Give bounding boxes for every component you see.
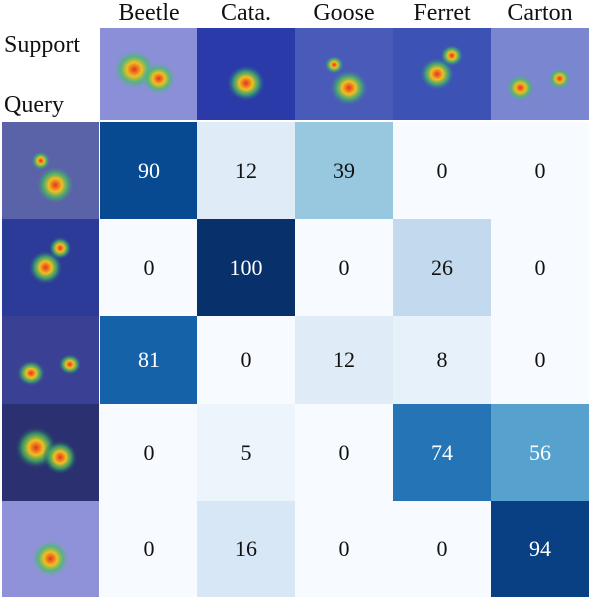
- carton-query-image: [2, 501, 99, 597]
- heatmap-cell: 0: [197, 316, 295, 404]
- query-label: Query: [4, 92, 64, 118]
- heatmap-cell: 0: [100, 404, 198, 501]
- heatmap-cell: 0: [491, 219, 589, 316]
- heatmap-cell: 94: [491, 501, 589, 597]
- ferret-support-image: [393, 28, 491, 120]
- heatmap-cell: 16: [197, 501, 295, 597]
- heatmap-cell: 74: [393, 404, 491, 501]
- beetle-query-image: [2, 122, 99, 219]
- column-header-goose: Goose: [313, 0, 375, 26]
- heatmap-cell: 81: [100, 316, 198, 404]
- catamaran-support-image: [197, 28, 295, 120]
- heatmap-cell: 0: [393, 122, 491, 219]
- beetle-support-image: [100, 28, 198, 120]
- goose-query-image: [2, 316, 99, 404]
- heatmap-cell: 100: [197, 219, 295, 316]
- column-header-cata: Cata.: [221, 0, 271, 26]
- heatmap-cell: 8: [393, 316, 491, 404]
- heatmap-cell: 90: [100, 122, 198, 219]
- heatmap-cell: 39: [295, 122, 393, 219]
- catamaran-query-image: [2, 219, 99, 316]
- heatmap-cell: 0: [295, 404, 393, 501]
- heatmap-cell: 0: [491, 316, 589, 404]
- heatmap-cell: 0: [491, 122, 589, 219]
- goose-support-image: [295, 28, 393, 120]
- ferret-query-image: [2, 404, 99, 501]
- heatmap-cell: 5: [197, 404, 295, 501]
- heatmap-cell: 12: [197, 122, 295, 219]
- heatmap-cell: 0: [295, 501, 393, 597]
- heatmap-cell: 12: [295, 316, 393, 404]
- heatmap-cell: 56: [491, 404, 589, 501]
- column-header-beetle: Beetle: [118, 0, 180, 26]
- heatmap-cell: 0: [100, 219, 198, 316]
- carton-support-image: [491, 28, 589, 120]
- column-header-carton: Carton: [507, 0, 573, 26]
- support-label: Support: [4, 32, 81, 58]
- heatmap-cell: 26: [393, 219, 491, 316]
- heatmap-cell: 0: [393, 501, 491, 597]
- heatmap-cell: 0: [295, 219, 393, 316]
- column-header-ferret: Ferret: [413, 0, 471, 26]
- heatmap-cell: 0: [100, 501, 198, 597]
